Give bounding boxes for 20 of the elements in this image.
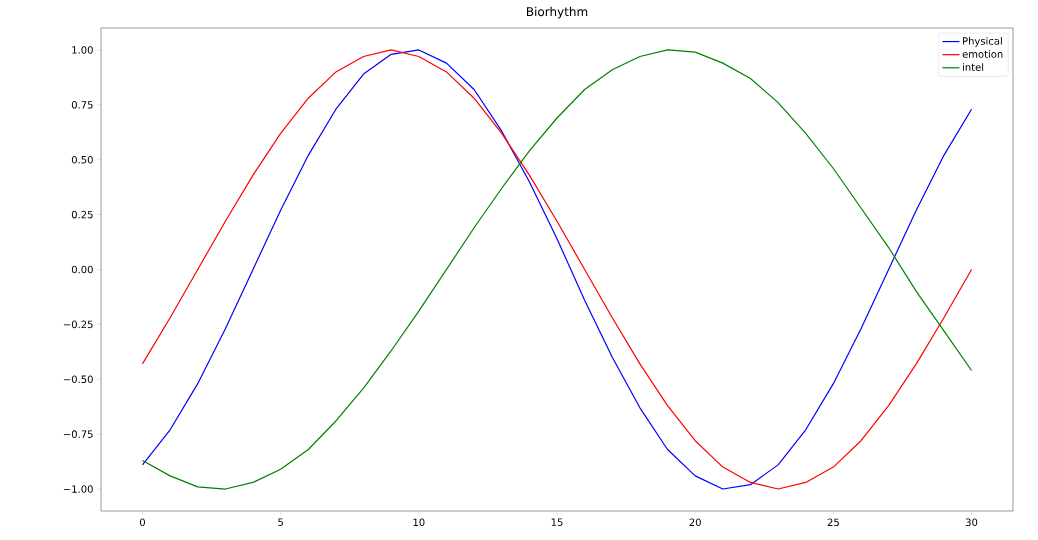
y-tick-label: −0.75 <box>63 430 93 438</box>
y-tick-label: 0.25 <box>71 210 93 219</box>
y-tick-label: −1.00 <box>63 485 93 493</box>
x-tick-label: 5 <box>278 518 283 526</box>
chart-title: Biorhythm <box>527 6 588 19</box>
x-tick-label: 25 <box>827 518 839 527</box>
x-tick-label: 15 <box>551 518 563 526</box>
legend-label: Physical <box>963 37 1002 47</box>
y-tick-label: 0.50 <box>71 155 93 164</box>
legend-label: intel <box>963 63 984 71</box>
y-tick-label: −0.25 <box>63 320 93 329</box>
x-tick-label: 0 <box>139 518 145 527</box>
y-tick-label: 0.75 <box>71 101 93 109</box>
y-tick-label: 1.00 <box>72 46 93 54</box>
x-tick-label: 10 <box>413 518 425 527</box>
y-tick-label: −0.50 <box>63 375 93 384</box>
x-tick-label: 30 <box>965 518 978 527</box>
y-tick-label: 0.00 <box>71 265 93 274</box>
x-tick-label: 20 <box>689 518 701 527</box>
legend-label: emotion <box>962 50 1003 58</box>
